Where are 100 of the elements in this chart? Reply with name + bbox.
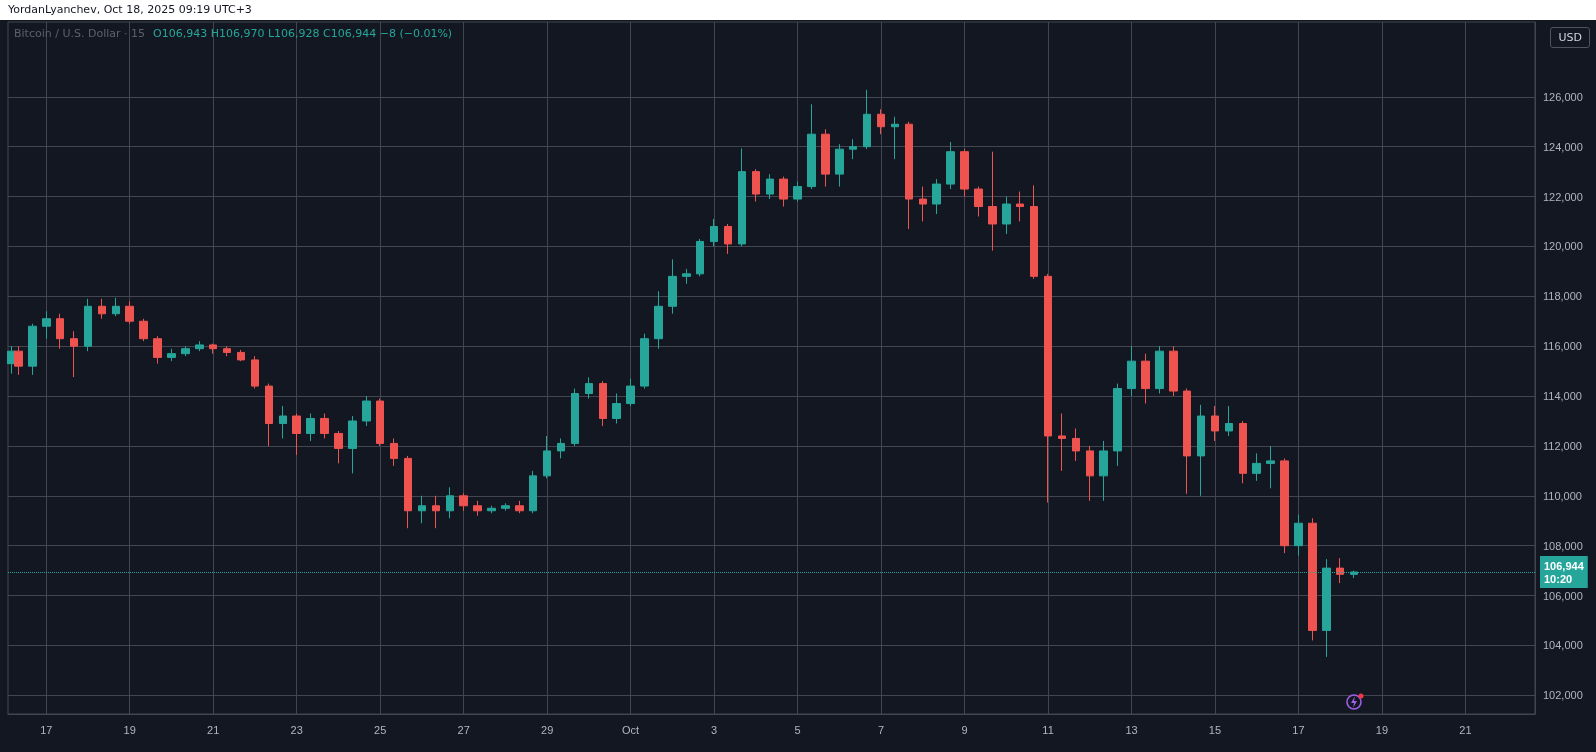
candlestick bbox=[807, 103, 816, 190]
candlestick bbox=[209, 343, 217, 355]
candlestick bbox=[682, 268, 691, 285]
candlestick bbox=[1086, 445, 1094, 502]
candlestick bbox=[459, 492, 468, 512]
candlestick bbox=[98, 298, 106, 320]
y-tick-label: 118,000 bbox=[1543, 290, 1582, 303]
x-tick-label: 5 bbox=[794, 723, 801, 736]
candlestick bbox=[877, 108, 885, 135]
candlestick bbox=[988, 151, 997, 252]
candlestick bbox=[1183, 388, 1191, 495]
candlestick bbox=[473, 500, 482, 517]
x-tick-label: 19 bbox=[1375, 723, 1389, 736]
candlestick bbox=[863, 89, 871, 150]
y-tick-label: 116,000 bbox=[1543, 340, 1582, 353]
candlestick bbox=[446, 486, 454, 519]
candlestick bbox=[1294, 514, 1303, 557]
candlestick bbox=[960, 148, 969, 198]
candlestick bbox=[710, 218, 718, 247]
candlestick bbox=[362, 395, 371, 427]
candlestick bbox=[501, 502, 510, 512]
candlestick bbox=[515, 500, 524, 514]
candlestick bbox=[42, 310, 51, 340]
candlestick bbox=[418, 495, 426, 524]
x-tick-label: 27 bbox=[457, 723, 470, 736]
x-tick-label: 23 bbox=[290, 723, 303, 736]
candlestick bbox=[1030, 184, 1038, 280]
candlestick bbox=[1197, 404, 1205, 497]
candlestick bbox=[1141, 353, 1150, 405]
candlestick bbox=[195, 340, 204, 352]
candlestick bbox=[654, 290, 663, 350]
candlestick bbox=[1336, 557, 1344, 584]
candlestick bbox=[974, 186, 983, 218]
x-tick-label: 15 bbox=[1208, 723, 1222, 736]
x-tick-label: 19 bbox=[123, 723, 136, 736]
x-tick-label: 29 bbox=[541, 723, 554, 736]
candlestick bbox=[265, 383, 273, 447]
candlestick bbox=[487, 505, 496, 514]
candlestick bbox=[292, 413, 301, 456]
candlestick bbox=[1266, 445, 1275, 489]
candlestick bbox=[849, 138, 857, 160]
x-tick-label: 7 bbox=[878, 723, 885, 736]
candlestick bbox=[626, 378, 635, 407]
candlestick bbox=[1211, 405, 1219, 442]
candlestick bbox=[1072, 427, 1080, 462]
candlestick bbox=[835, 143, 844, 188]
candlestick bbox=[56, 313, 64, 350]
candlestick bbox=[585, 376, 593, 400]
candlestick bbox=[432, 495, 440, 529]
candlestick bbox=[919, 186, 927, 222]
candlestick bbox=[696, 238, 704, 277]
y-tick-label: 102,000 bbox=[1543, 689, 1583, 702]
text: Bitcoin / U.S. Dollar · 15 bbox=[14, 27, 146, 40]
candlestick bbox=[1099, 440, 1108, 502]
candlestick bbox=[237, 349, 245, 362]
candlestick bbox=[557, 437, 565, 459]
candlestick bbox=[1002, 196, 1011, 235]
candlestick bbox=[779, 176, 788, 208]
candlestick bbox=[1169, 345, 1178, 397]
y-tick-label: 126,000 bbox=[1543, 90, 1583, 103]
x-tick-label: 17 bbox=[1292, 723, 1305, 736]
y-tick-label: 112,000 bbox=[1543, 439, 1582, 452]
y-tick-label: 124,000 bbox=[1543, 140, 1583, 153]
x-tick-label: Oct bbox=[622, 723, 640, 736]
candlestick bbox=[112, 297, 120, 317]
ref-line-label: 106,944 10:20 bbox=[1544, 559, 1585, 585]
candlestick bbox=[223, 345, 231, 357]
candlestick bbox=[84, 298, 92, 352]
candlestick bbox=[14, 345, 23, 376]
x-tick-label: 17 bbox=[40, 723, 53, 736]
text: USD bbox=[1550, 27, 1590, 48]
candlestick bbox=[306, 413, 315, 442]
candlestick bbox=[766, 173, 774, 200]
x-tick-label: 21 bbox=[207, 723, 220, 736]
candlestick bbox=[139, 318, 148, 342]
x-tick-label: 9 bbox=[961, 723, 968, 736]
y-tick-label: 120,000 bbox=[1543, 240, 1583, 253]
candlestick bbox=[1113, 383, 1122, 467]
candlestick bbox=[599, 380, 607, 427]
candlestick bbox=[125, 300, 134, 325]
candlestick bbox=[821, 128, 830, 188]
candlestick bbox=[891, 116, 899, 160]
candlestick bbox=[348, 415, 357, 474]
candlestick bbox=[70, 330, 78, 378]
text: YordanLyanchev, Oct 18, 2025 09:19 UTC+3 bbox=[8, 3, 252, 16]
candlestick bbox=[167, 348, 176, 362]
candlestick bbox=[1127, 345, 1136, 397]
x-tick-label: 3 bbox=[711, 723, 718, 736]
y-tick-label: 104,000 bbox=[1543, 639, 1583, 652]
candlestick bbox=[390, 437, 398, 467]
y-tick-label: 108,000 bbox=[1543, 539, 1583, 552]
candlestick bbox=[946, 141, 955, 190]
x-tick-label: 21 bbox=[1459, 723, 1472, 736]
candlestick bbox=[1058, 413, 1066, 472]
candlestick bbox=[571, 388, 579, 447]
y-tick-label: 106,000 bbox=[1543, 589, 1583, 602]
candlestick bbox=[932, 178, 941, 215]
candlestick bbox=[752, 168, 760, 203]
candlestick bbox=[1239, 420, 1247, 484]
candlestick bbox=[793, 181, 802, 203]
